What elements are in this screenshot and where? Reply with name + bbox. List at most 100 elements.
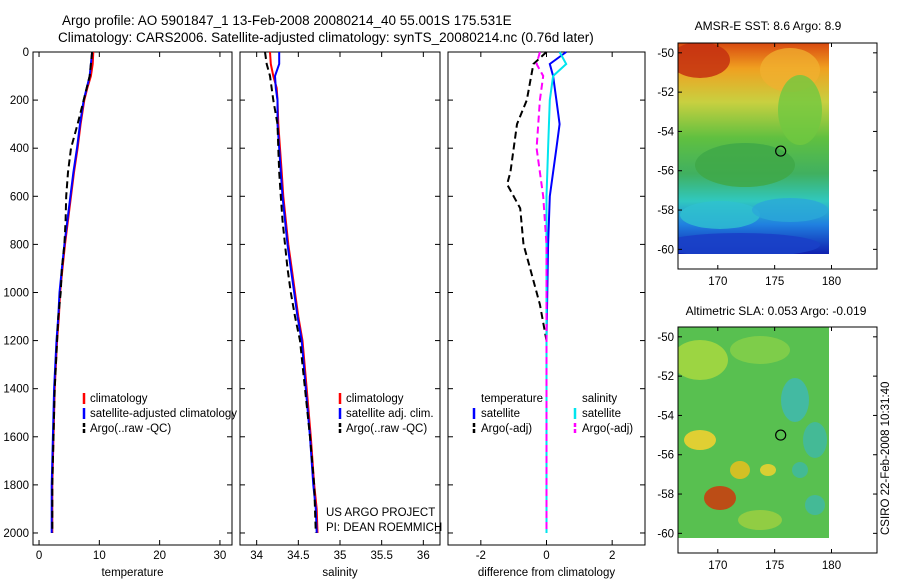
legend-label: Argo(..raw -QC) bbox=[346, 423, 427, 435]
series-line-argo-raw-qc bbox=[51, 51, 94, 533]
sla-high-patch bbox=[738, 510, 782, 530]
map-x-tick-label: 180 bbox=[822, 560, 841, 572]
x-tick-label: 2 bbox=[609, 550, 615, 562]
x-tick-label: -2 bbox=[476, 550, 486, 562]
series-line-temperature-satellite bbox=[545, 51, 567, 533]
x-tick-label: 34.5 bbox=[287, 550, 309, 562]
y-tick-label: 400 bbox=[10, 143, 29, 155]
plot-frame bbox=[239, 51, 441, 546]
legend-label: Argo(..raw -QC) bbox=[90, 423, 171, 435]
legend-header-temperature: temperature bbox=[481, 393, 543, 405]
legend-label: satellite bbox=[481, 408, 520, 420]
y-tick-label: 1200 bbox=[3, 336, 29, 348]
sla-low-patch bbox=[803, 422, 827, 458]
x-tick-label: 34 bbox=[250, 550, 263, 562]
x-tick-label: 0 bbox=[36, 550, 42, 562]
sla-peak-patch bbox=[704, 486, 736, 510]
x-tick-label: 20 bbox=[153, 550, 166, 562]
series-line-argo-raw-qc bbox=[264, 51, 317, 534]
series-line-temperature-argo-adj bbox=[506, 51, 548, 533]
sst-cool-patch bbox=[752, 198, 828, 222]
sla-map-title: Altimetric SLA: 0.053 Argo: -0.019 bbox=[686, 304, 867, 318]
salinity-panel: 34 34.5 35 35.5 36 salinity climatology satelli… bbox=[239, 51, 441, 579]
sla-low-patch bbox=[792, 462, 808, 478]
sla-low-patch bbox=[781, 378, 809, 422]
map-y-tick-label: -60 bbox=[657, 244, 674, 256]
sla-map-axes: 170 175 180 -50 -52 -54 -56 -58 -60 bbox=[657, 326, 878, 572]
x-tick-label: 10 bbox=[93, 550, 106, 562]
sst-field bbox=[678, 43, 829, 254]
sst-map-panel: AMSR-E SST: 8.6 Argo: 8.9 170 175 180 -50 -5… bbox=[657, 19, 878, 288]
pi-label: PI: DEAN ROEMMICH bbox=[326, 522, 442, 534]
map-y-tick-label: -60 bbox=[657, 528, 674, 540]
sla-map-panel: Altimetric SLA: 0.053 Argo: -0.019 170 17… bbox=[657, 304, 878, 572]
map-y-tick-label: -54 bbox=[657, 126, 674, 138]
x-axis-label: difference from climatology bbox=[478, 567, 615, 579]
x-tick-label: 35 bbox=[334, 550, 347, 562]
map-y-tick-label: -52 bbox=[657, 371, 674, 383]
y-tick-label: 1800 bbox=[3, 480, 29, 492]
x-tick-label: 35.5 bbox=[370, 550, 392, 562]
map-frame bbox=[677, 326, 878, 554]
x-tick-label: 36 bbox=[417, 550, 430, 562]
legend-header-salinity: salinity bbox=[582, 393, 617, 405]
x-axis-label: salinity bbox=[322, 567, 357, 579]
legend-label: climatology bbox=[346, 393, 404, 405]
legend-label: satellite adj. clim. bbox=[346, 408, 434, 420]
figure-title-line2: Climatology: CARS2006. Satellite-adjuste… bbox=[58, 30, 594, 45]
sst-warm-patch bbox=[678, 43, 730, 78]
sst-cold-patch bbox=[678, 233, 820, 254]
sst-mid-patch bbox=[695, 143, 795, 187]
y-tick-label: 1400 bbox=[3, 384, 29, 396]
sst-map-axes: 170 175 180 -50 -52 -54 -56 -58 -60 bbox=[657, 42, 878, 288]
sla-low-patch bbox=[805, 495, 825, 515]
y-tick-label: 1000 bbox=[3, 287, 29, 299]
sla-field bbox=[678, 327, 829, 538]
map-x-tick-label: 170 bbox=[708, 276, 727, 288]
sla-high-patch bbox=[678, 340, 728, 380]
map-y-tick-label: -58 bbox=[657, 489, 674, 501]
y-tick-label: 600 bbox=[10, 191, 29, 203]
map-y-tick-label: -54 bbox=[657, 410, 674, 422]
sst-map-title: AMSR-E SST: 8.6 Argo: 8.9 bbox=[695, 19, 842, 33]
series-line-salinity-argo-adj bbox=[535, 51, 548, 533]
y-tick-label: 2000 bbox=[3, 528, 29, 540]
map-y-tick-label: -50 bbox=[657, 48, 674, 60]
temperature-panel: 0 10 20 30 temperature 0 200 400 600 800 1000 1200 1… bbox=[3, 47, 237, 579]
project-label: US ARGO PROJECT bbox=[326, 507, 435, 519]
legend-label: Argo(-adj) bbox=[481, 423, 532, 435]
series-line-salinity-satellite bbox=[545, 51, 568, 533]
sla-high-patch bbox=[730, 461, 750, 479]
y-tick-label: 1600 bbox=[3, 432, 29, 444]
map-y-tick-label: -52 bbox=[657, 87, 674, 99]
map-x-tick-label: 170 bbox=[708, 560, 727, 572]
sst-mid-patch bbox=[778, 75, 822, 145]
map-x-tick-label: 175 bbox=[765, 560, 784, 572]
sla-high-patch bbox=[684, 430, 716, 450]
csiro-timestamp: CSIRO 22-Feb-2008 10:31:40 bbox=[880, 382, 892, 535]
map-y-tick-label: -56 bbox=[657, 166, 674, 178]
legend-label: satellite bbox=[582, 408, 621, 420]
map-y-tick-label: -56 bbox=[657, 450, 674, 462]
legend-label: climatology bbox=[90, 393, 148, 405]
x-tick-label: 30 bbox=[214, 550, 227, 562]
x-axis-label: temperature bbox=[101, 567, 163, 579]
x-tick-label: 0 bbox=[543, 550, 549, 562]
y-tick-label: 800 bbox=[10, 239, 29, 251]
sla-high-patch bbox=[730, 336, 790, 364]
legend-label: satellite-adjusted climatology bbox=[90, 408, 237, 420]
figure-title-line1: Argo profile: AO 5901847_1 13-Feb-2008 2… bbox=[62, 13, 512, 28]
map-y-tick-label: -58 bbox=[657, 205, 674, 217]
map-y-tick-label: -50 bbox=[657, 332, 674, 344]
y-tick-label: 200 bbox=[10, 95, 29, 107]
y-tick-label: 0 bbox=[23, 47, 29, 59]
map-x-tick-label: 175 bbox=[765, 276, 784, 288]
argo-position-marker bbox=[775, 145, 787, 157]
sla-high-patch bbox=[760, 464, 776, 476]
plot-frame bbox=[32, 51, 233, 546]
map-frame bbox=[677, 42, 878, 270]
legend-label: Argo(-adj) bbox=[582, 423, 633, 435]
sst-cool-patch bbox=[680, 201, 760, 229]
difference-panel: -2 0 2 difference from climatology temperatu… bbox=[447, 51, 646, 579]
